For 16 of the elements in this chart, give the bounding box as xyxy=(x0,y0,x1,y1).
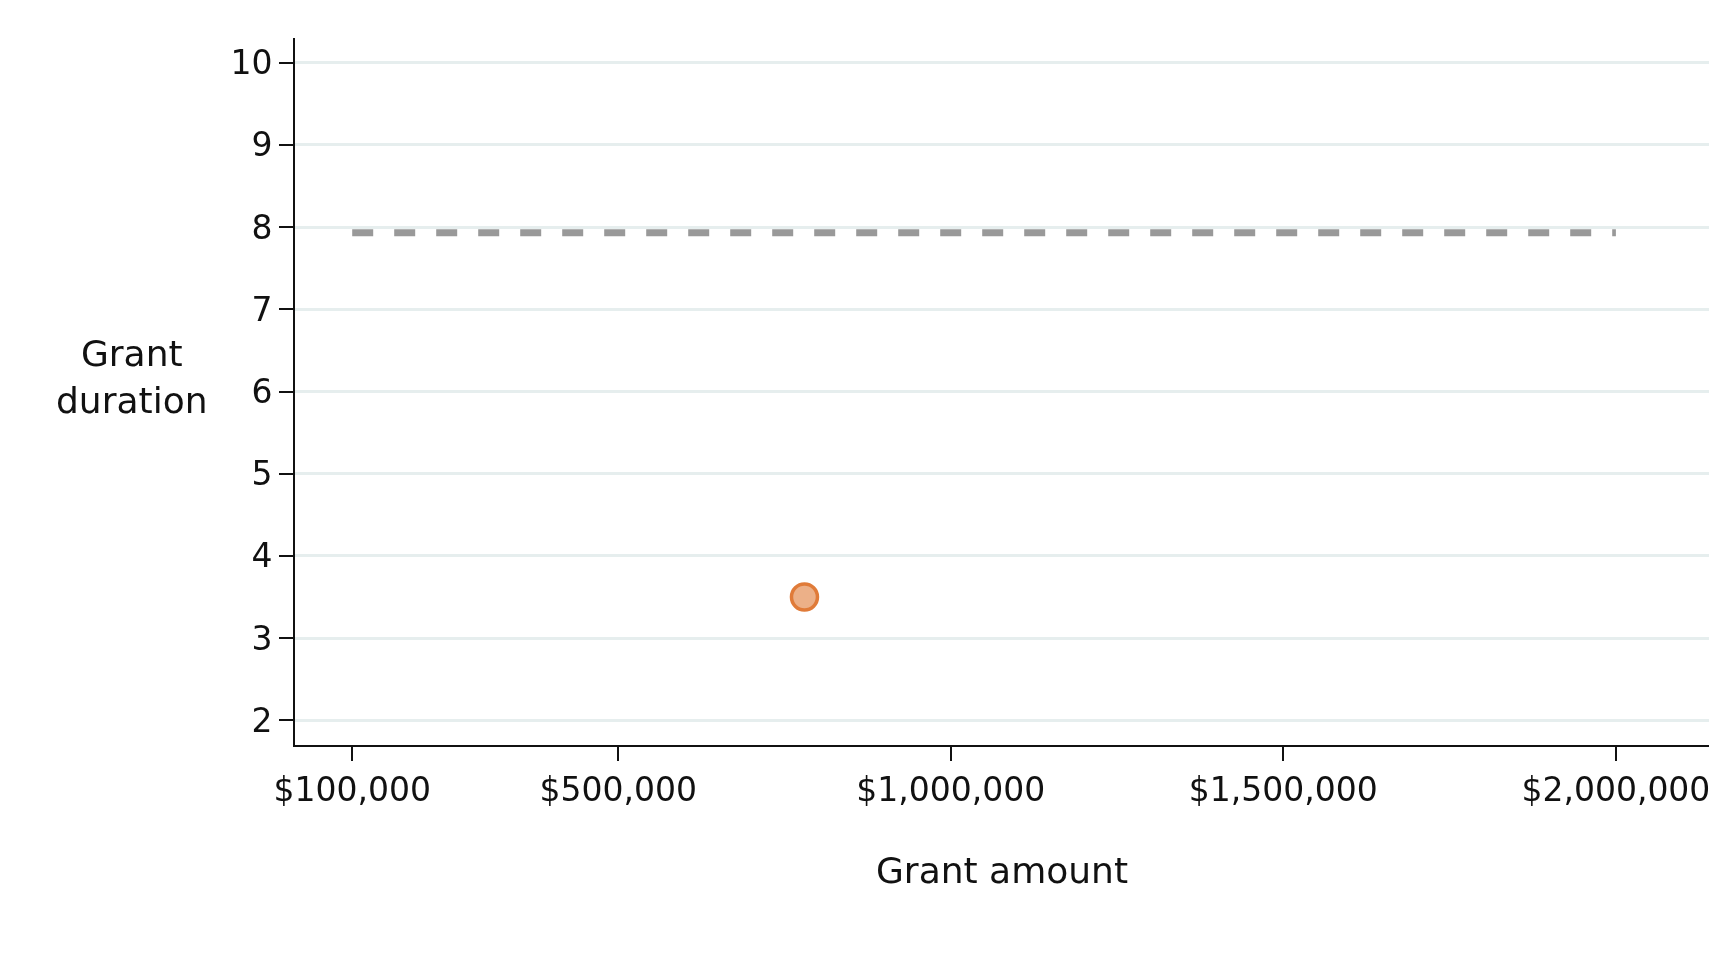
x-axis-title: Grant amount xyxy=(875,849,1129,891)
y-tick-label: 6 xyxy=(251,372,273,412)
y-tick-label: 7 xyxy=(251,289,273,329)
y-tick-label: 4 xyxy=(251,536,273,576)
x-tick-label: $2,000,000 xyxy=(1521,769,1711,809)
y-tick-label: 10 xyxy=(230,43,273,83)
y-axis-title: Grant duration xyxy=(56,333,208,421)
x-tick-label: $1,000,000 xyxy=(856,769,1046,809)
y-tick-label: 9 xyxy=(251,125,273,165)
y-tick-label: 8 xyxy=(251,207,273,247)
y-tick-label: 2 xyxy=(251,700,273,740)
x-tick-label: $100,000 xyxy=(273,769,431,809)
x-tick-label: $500,000 xyxy=(539,769,697,809)
y-tick-label: 3 xyxy=(251,618,273,658)
y-tick-label: 5 xyxy=(251,454,273,494)
x-tick-label: $1,500,000 xyxy=(1188,769,1378,809)
